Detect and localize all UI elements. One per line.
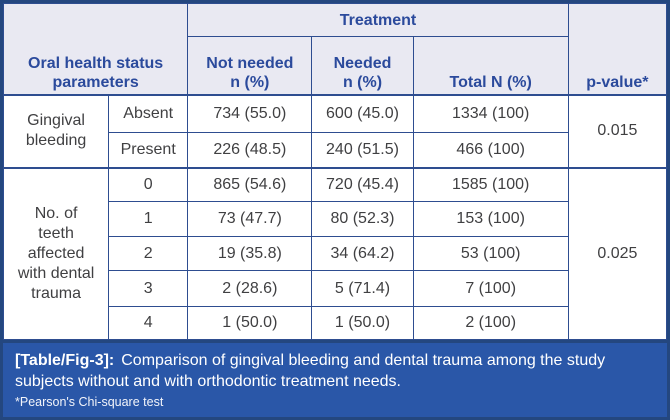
statistics-table: Oral health status parameters Treatment … (2, 3, 668, 340)
group-label-gingival-bleeding: Gingival bleeding (2, 93, 110, 168)
not-needed-cell: 1 (50.0) (187, 306, 313, 340)
total-cell: 53 (100) (412, 236, 569, 271)
table-row: Gingival bleeding Absent 734 (55.0) 600 … (2, 93, 668, 168)
total-header-cell: Total N (%) (412, 36, 569, 95)
needed-cell: 34 (64.2) (311, 236, 414, 271)
table-row: 1 73 (47.7) 80 (52.3) 153 (100) (4, 201, 667, 237)
not-needed-cell: 226 (48.5) (187, 132, 313, 168)
caption-label: [Table/Fig-3]: (15, 352, 115, 369)
total-cell: 466 (100) (412, 132, 569, 168)
pvalue-header-cell: p-value* (567, 3, 668, 95)
total-cell: 1334 (100) (412, 93, 569, 133)
category-cell: 1 (108, 201, 189, 237)
not-needed-cell: 73 (47.7) (187, 201, 313, 237)
category-cell: 3 (108, 270, 189, 307)
category-cell: 2 (108, 236, 189, 271)
total-cell: 7 (100) (412, 270, 569, 307)
total-cell: 2 (100) (412, 306, 569, 340)
param-header-cell: Oral health status parameters (2, 3, 189, 95)
table-row: 3 2 (28.6) 5 (71.4) 7 (100) (4, 270, 667, 307)
table-row: Present 226 (48.5) 240 (51.5) 466 (100) (4, 132, 667, 168)
needed-cell: 240 (51.5) (311, 132, 414, 168)
total-cell: 1585 (100) (412, 166, 569, 202)
table-row: 4 1 (50.0) 1 (50.0) 2 (100) (4, 306, 667, 340)
header-row-treatment: Oral health status parameters Treatment … (2, 3, 668, 95)
not-needed-header-cell: Not needed n (%) (187, 36, 313, 95)
pvalue-cell: 0.015 (567, 93, 668, 168)
not-needed-cell: 19 (35.8) (187, 236, 313, 271)
table-caption-bar: [Table/Fig-3]: Comparison of gingival ble… (3, 340, 667, 417)
not-needed-cell: 734 (55.0) (187, 93, 313, 133)
needed-cell: 80 (52.3) (311, 201, 414, 237)
table-row: No. of teeth affected with dental trauma… (2, 166, 668, 340)
group-label-dental-trauma: No. of teeth affected with dental trauma (2, 166, 110, 340)
category-cell: 0 (108, 166, 189, 202)
table-caption: [Table/Fig-3]: Comparison of gingival ble… (15, 350, 655, 392)
total-cell: 153 (100) (412, 201, 569, 237)
category-cell: 4 (108, 306, 189, 340)
needed-cell: 720 (45.4) (311, 166, 414, 202)
needed-cell: 5 (71.4) (311, 270, 414, 307)
treatment-header-cell: Treatment (187, 3, 569, 37)
table-row: 2 19 (35.8) 34 (64.2) 53 (100) (4, 236, 667, 271)
pvalue-cell: 0.025 (567, 166, 668, 340)
caption-footnote: *Pearson's Chi-square test (15, 395, 164, 409)
needed-cell: 600 (45.0) (311, 93, 414, 133)
not-needed-cell: 2 (28.6) (187, 270, 313, 307)
header-row-subcolumns: Not needed n (%) Needed n (%) Total N (%… (4, 36, 667, 95)
not-needed-cell: 865 (54.6) (187, 166, 313, 202)
category-cell: Absent (108, 93, 189, 133)
caption-text: Comparison of gingival bleeding and dent… (15, 352, 606, 390)
needed-cell: 1 (50.0) (311, 306, 414, 340)
needed-header-cell: Needed n (%) (311, 36, 414, 95)
category-cell: Present (108, 132, 189, 168)
